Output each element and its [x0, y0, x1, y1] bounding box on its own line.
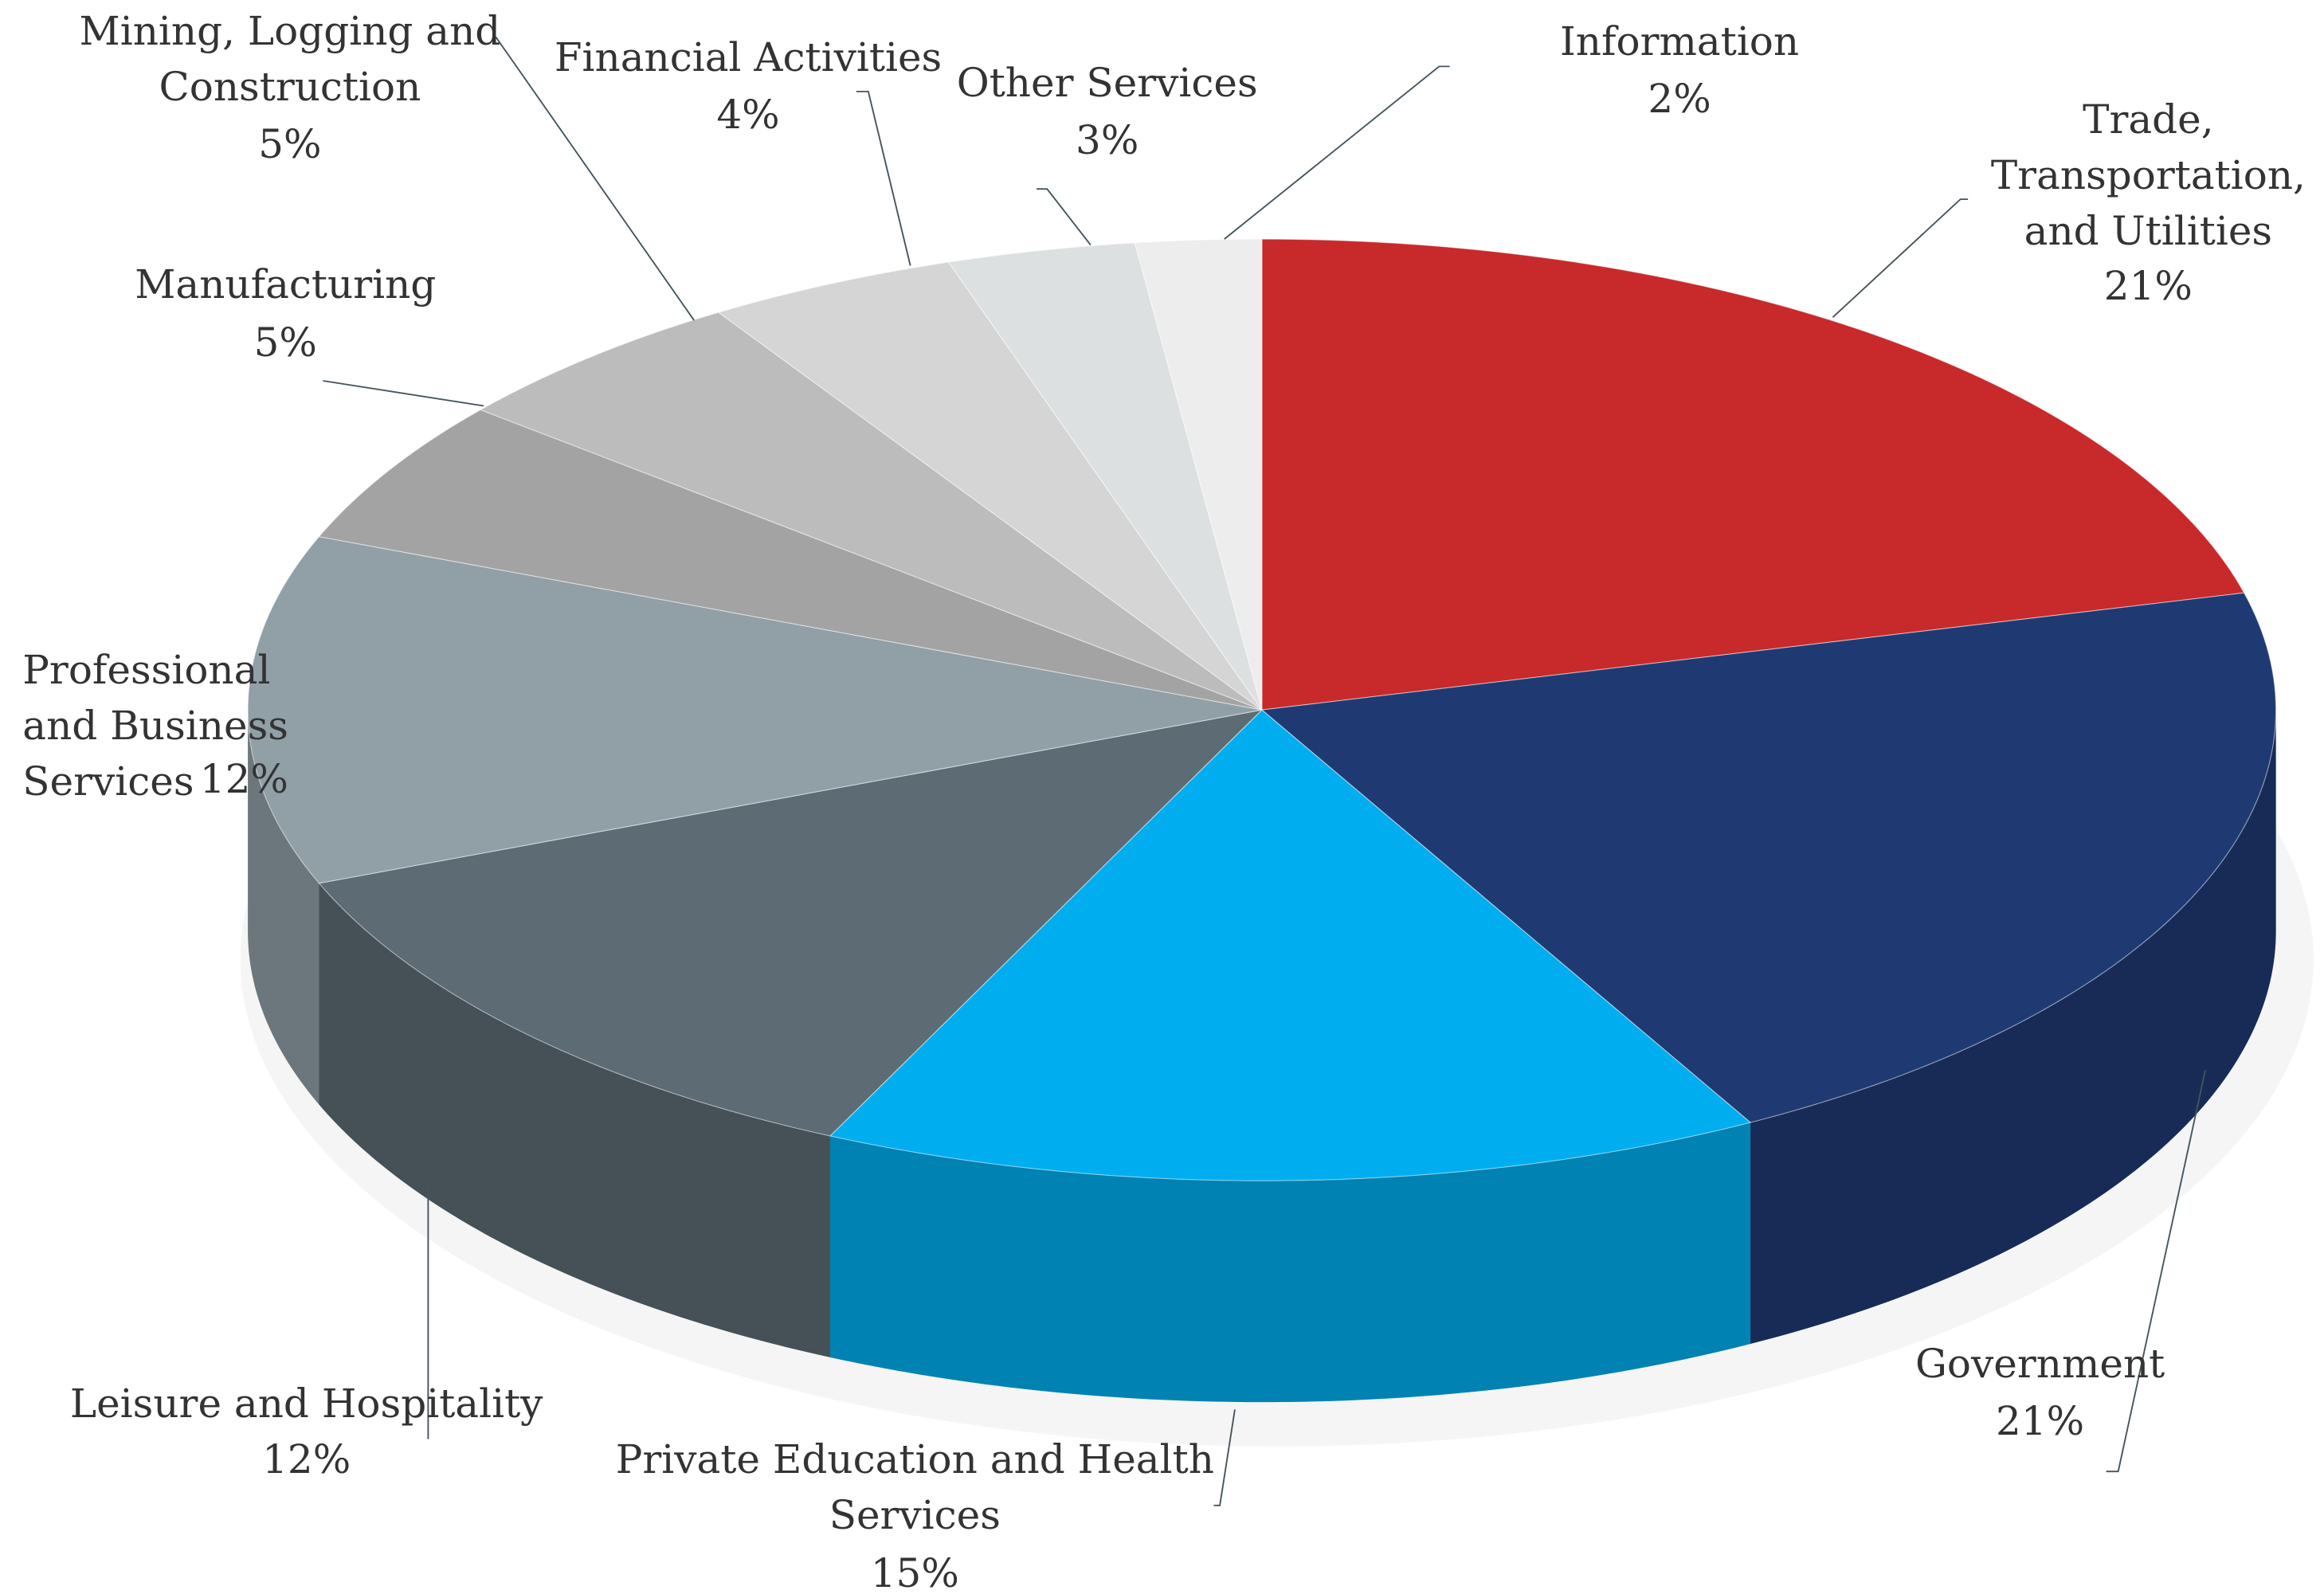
slice-label: Private Education and Health Services [615, 1436, 1214, 1539]
slice-side [319, 883, 830, 1357]
slice-label: Financial Activities [554, 34, 943, 81]
value-label: 4% [716, 92, 780, 139]
slice [318, 709, 1264, 1137]
slice-side-shade [829, 1122, 1751, 1403]
leader-line [495, 36, 695, 321]
value-label: 5% [253, 319, 317, 366]
slice [1134, 238, 1263, 711]
slice-side-shade [319, 883, 830, 1357]
slice-label: Information [1560, 18, 1800, 65]
slice [1261, 238, 2245, 711]
value-label: 3% [1076, 116, 1139, 163]
leader-line [1832, 198, 1969, 319]
slice-label: Other Services [956, 59, 1258, 106]
slice [717, 261, 1263, 711]
slice [318, 409, 1263, 711]
leader-line [856, 90, 911, 266]
slice-side [829, 1122, 1751, 1403]
slice-side [1750, 710, 2276, 1345]
slice-label: Government [1914, 1340, 2165, 1387]
slice-label: Manufacturing [135, 261, 437, 308]
leader-lines [323, 36, 2206, 1506]
slice-label: Professional and Business Services [22, 646, 288, 805]
slice-label: Mining, Logging and Construction [79, 7, 501, 110]
value-label: 5% [258, 121, 322, 168]
leader-line [2106, 1070, 2206, 1473]
value-label: 12% [199, 756, 288, 803]
value-label: 21% [1996, 1398, 2085, 1445]
slice [829, 709, 1752, 1181]
leader-line [1213, 1409, 1236, 1506]
value-label: 2% [1648, 75, 1711, 122]
value-label: 15% [870, 1549, 959, 1594]
value-label: 21% [2103, 263, 2193, 310]
value-label: 12% [262, 1436, 351, 1483]
leader-line [1037, 188, 1091, 246]
slice [247, 536, 1262, 884]
leader-line [1224, 65, 1450, 240]
leader-line [323, 380, 484, 407]
slice-side [248, 710, 319, 1105]
slice [947, 242, 1263, 711]
slice [479, 311, 1263, 711]
slice-side-shade [1750, 710, 2276, 1345]
slice [1260, 592, 2277, 1123]
slice-label: Leisure and Hospitality [69, 1380, 543, 1427]
slice-label: Trade, Transportation, and Utilities [1990, 96, 2306, 254]
slice-side-shade [248, 710, 319, 1105]
